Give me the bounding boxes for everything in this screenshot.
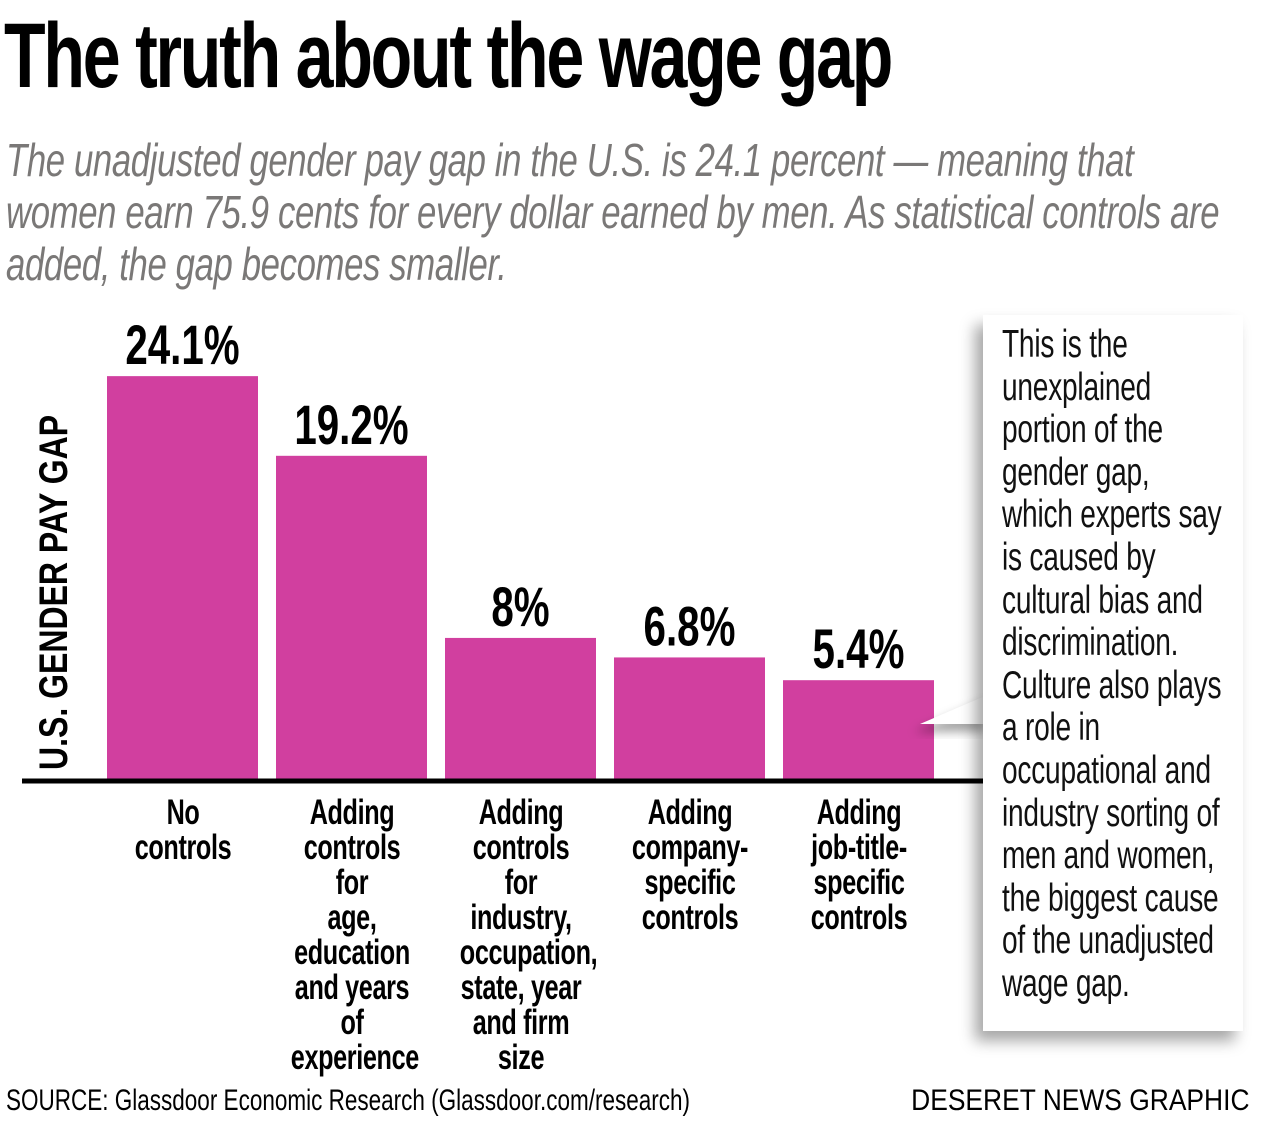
x-tick-label-2: Adding controls for age, education and y…	[290, 793, 419, 1077]
callout-pointer	[920, 694, 990, 724]
chart-subtitle: The unadjusted gender pay gap in the U.S…	[6, 134, 1220, 290]
bar-1	[107, 376, 258, 780]
chart-title: The truth about the wage gap	[4, 5, 893, 107]
bar-chart: 24.1% 19.2% 8% 6.8% 5.4%	[22, 315, 1000, 784]
value-label-5: 5.4%	[813, 619, 905, 681]
value-label-4: 6.8%	[644, 596, 736, 658]
graphic-credit: DESERET NEWS GRAPHIC	[911, 1084, 1250, 1117]
x-tick-label-1: No controls	[134, 793, 231, 867]
bars-group	[107, 376, 934, 780]
bar-2	[276, 455, 427, 780]
x-tick-label-3: Adding controls for industry, occupation…	[459, 793, 597, 1077]
source-note: SOURCE: Glassdoor Economic Research (Gla…	[6, 1084, 690, 1117]
callout-box	[983, 315, 1243, 1031]
bar-5	[783, 680, 934, 780]
value-label-3: 8%	[491, 577, 549, 639]
x-tick-label-4: Adding company- specific controls	[631, 793, 748, 937]
value-labels-group: 24.1% 19.2% 8% 6.8% 5.4%	[125, 315, 904, 681]
bar-3	[445, 637, 596, 780]
value-label-2: 19.2%	[294, 394, 408, 456]
bar-4	[614, 657, 765, 780]
callout-text: This is the unexplained portion of the g…	[1002, 323, 1222, 1005]
x-tick-label-5: Adding job-title- specific controls	[810, 793, 907, 937]
value-label-1: 24.1%	[125, 315, 239, 377]
